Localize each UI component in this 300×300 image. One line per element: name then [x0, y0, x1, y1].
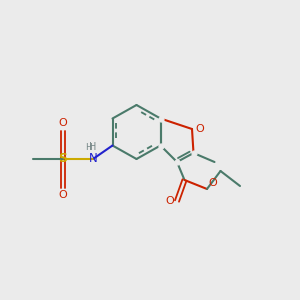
Text: O: O — [196, 124, 204, 134]
Text: S: S — [58, 152, 68, 166]
Text: O: O — [58, 190, 68, 200]
Text: O: O — [208, 178, 217, 188]
Text: N: N — [88, 152, 98, 166]
Text: H: H — [85, 142, 92, 152]
Text: O: O — [165, 196, 174, 206]
Text: O: O — [58, 118, 68, 128]
Text: H: H — [89, 142, 97, 152]
